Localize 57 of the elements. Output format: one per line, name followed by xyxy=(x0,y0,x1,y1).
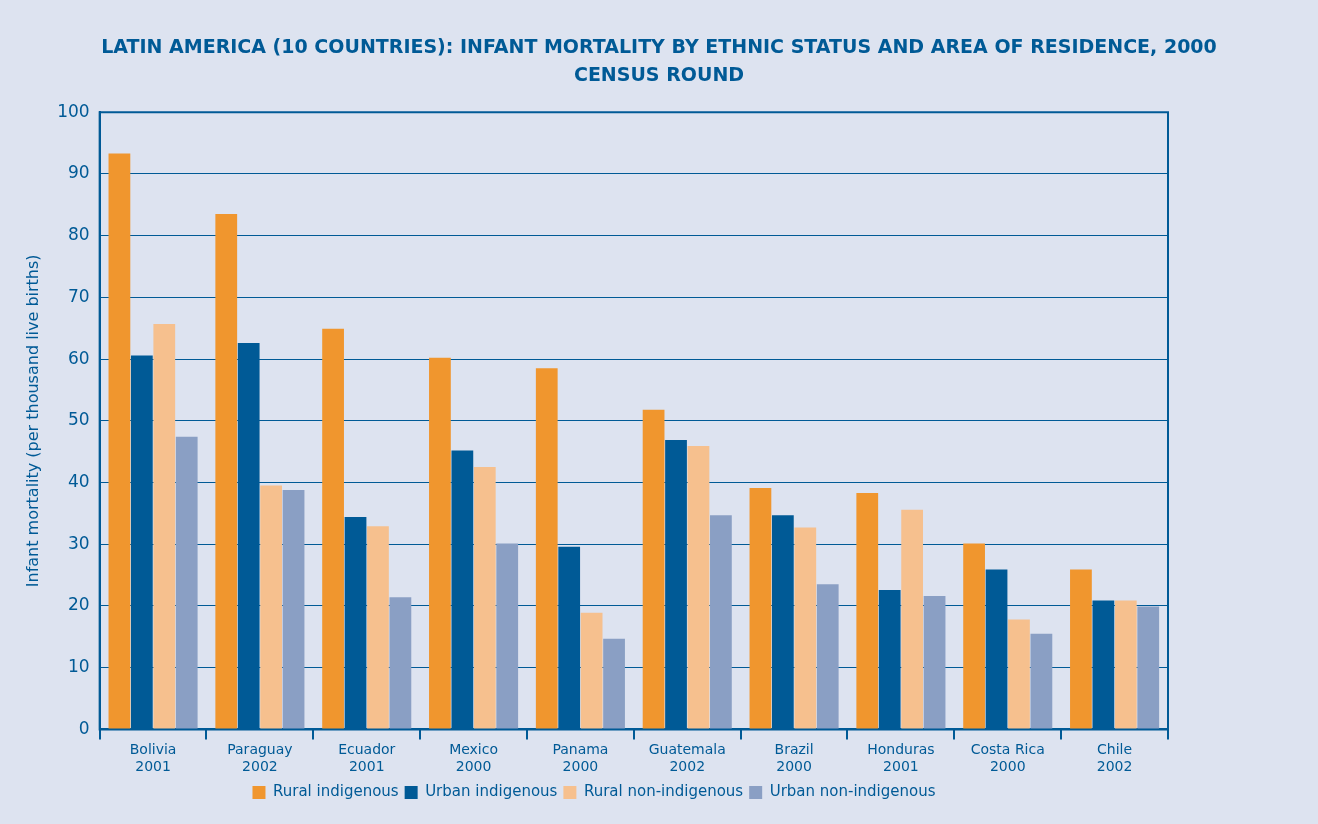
legend-label: Urban non-indigenous xyxy=(769,782,936,801)
bar xyxy=(175,436,198,729)
legend-label: Rural indigenous xyxy=(272,782,399,801)
y-axis-title: Infant mortality (per thousand live births) xyxy=(22,254,42,588)
bar xyxy=(1030,633,1053,729)
y-tick-label: 20 xyxy=(68,594,90,615)
y-tick-label: 10 xyxy=(68,656,90,677)
bar xyxy=(963,543,985,729)
y-tick-label: 30 xyxy=(68,532,90,553)
bar xyxy=(322,328,344,729)
bar xyxy=(794,527,817,729)
x-tick-label: Honduras 2001 xyxy=(867,741,935,775)
x-tick-label: Chile 2002 xyxy=(1096,741,1133,775)
bar xyxy=(749,488,772,729)
bar xyxy=(580,612,603,729)
y-tick-label: 0 xyxy=(78,717,90,738)
y-tick-label: 90 xyxy=(68,162,90,183)
bar xyxy=(367,526,389,729)
chart-title: LATIN AMERICA (10 COUNTRIES): INFANT MORTALITY BY ETHNIC STATUS AND AREA OF RESIDENCE, 2000 CENSUS ROUND xyxy=(100,34,1218,87)
y-tick-label: 40 xyxy=(68,470,90,491)
y-tick-label: 60 xyxy=(68,347,90,368)
x-tick-label: Paraguay 2002 xyxy=(227,741,293,775)
x-tick-label: Panama 2000 xyxy=(552,741,609,775)
bar xyxy=(901,509,924,729)
bar xyxy=(710,515,732,729)
bar xyxy=(642,409,665,729)
bar xyxy=(215,214,238,729)
bar xyxy=(1070,569,1092,729)
bar xyxy=(923,596,946,729)
bar xyxy=(1137,606,1160,729)
bar xyxy=(282,489,305,729)
legend-label: Rural non-indigenous xyxy=(583,782,744,801)
x-tick-label: Brazil 2000 xyxy=(774,741,814,775)
bar xyxy=(687,446,710,729)
bar xyxy=(535,368,558,729)
legend-label: Urban indigenous xyxy=(425,782,558,801)
bar xyxy=(260,485,282,729)
bar xyxy=(1114,600,1137,729)
bar xyxy=(496,543,519,729)
x-tick-label: Costa Rica 2000 xyxy=(970,741,1045,775)
y-tick-label: 100 xyxy=(57,100,90,121)
bar xyxy=(429,357,451,729)
x-tick-label: Bolivia 2001 xyxy=(129,741,177,775)
bar xyxy=(153,323,176,729)
bar xyxy=(1008,619,1030,729)
y-tick-label: 70 xyxy=(68,285,90,306)
bar xyxy=(816,584,839,729)
x-tick-label: Guatemala 2002 xyxy=(648,741,726,775)
bar xyxy=(603,638,625,729)
y-tick-label: 50 xyxy=(68,409,90,430)
x-tick-label: Mexico 2000 xyxy=(449,741,499,775)
bar xyxy=(389,597,412,729)
bar xyxy=(856,493,879,729)
bar xyxy=(473,467,496,729)
x-tick-label: Ecuador 2001 xyxy=(338,741,396,775)
bar xyxy=(108,153,131,729)
y-tick-label: 80 xyxy=(68,224,90,245)
